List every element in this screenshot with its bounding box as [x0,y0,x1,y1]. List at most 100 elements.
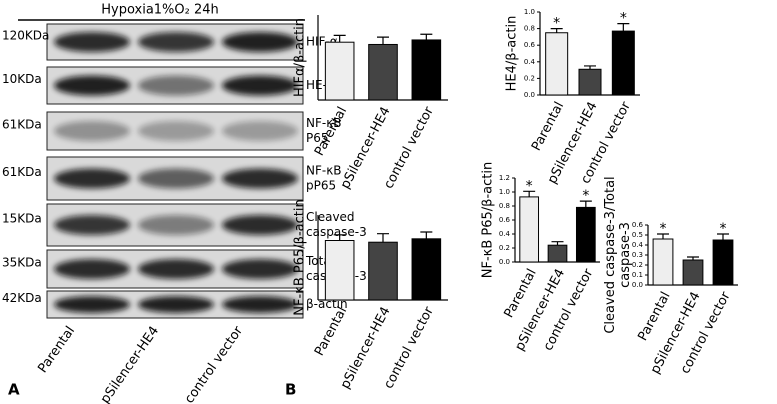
molecular-weight: 10KDa [2,72,42,86]
bar [368,43,398,101]
error-bar [420,231,433,239]
lane-label: control vector [182,323,247,404]
significance-marker: * [526,178,533,194]
protein-label: caspase-3 [306,225,367,239]
y-tick-label: 0.3 [632,251,643,259]
bar [411,39,442,101]
bar [611,30,635,96]
error-bar [377,233,389,243]
bar [324,240,355,301]
bar [682,259,704,286]
blot-band [54,75,130,96]
bar [545,32,569,96]
blot-band [54,215,130,235]
lane-label: Parental [35,324,78,376]
error-bar [657,233,669,239]
y-tick-label: 1.2 [499,174,510,182]
significance-marker: * [660,221,667,237]
y-axis-label: NF-κB P65/β-actin [293,199,308,315]
protein-label: NF-κB [306,164,342,178]
panel-label: B [285,381,296,399]
bar [411,238,442,301]
error-bar [333,34,346,43]
y-tick-label: 1.0 [499,188,510,196]
blot-band [222,296,298,313]
blot-band [222,168,298,189]
y-axis-label: HE4/β-actin [505,16,520,92]
y-tick-label: 0.5 [632,231,643,239]
y-tick-label: 0.6 [632,221,644,229]
error-bar [687,256,699,260]
y-tick-label: 0.1 [632,271,643,279]
blot-band [54,121,130,141]
error-bar [333,234,346,241]
molecular-weight: 15KDa [2,212,42,226]
bar [575,206,596,263]
blot-band [54,259,130,279]
y-tick-label: 0.2 [499,244,510,252]
error-bar [377,36,389,45]
lane-label: pSilencer-HE4 [98,324,162,404]
molecular-weight: 42KDa [2,291,42,305]
error-bar [420,33,433,40]
protein-label: P65 [306,131,329,145]
error-bar [551,241,564,246]
blot-band [138,259,214,279]
y-axis-label: caspase-3 [618,222,633,288]
blot-band [222,259,298,279]
molecular-weight: 61KDa [2,118,42,132]
blot-band [54,168,130,189]
significance-marker: * [582,188,589,204]
molecular-weight: 120KDa [2,29,49,43]
blot-band [54,32,130,52]
y-tick-label: 0.0 [524,91,535,99]
y-tick-label: 0.6 [524,41,536,49]
error-bar [717,233,729,240]
error-bar [523,190,536,197]
blot-band [138,215,214,235]
blot-band [138,296,214,313]
protein-label: Cleaved [306,210,355,224]
significance-marker: * [553,16,560,32]
y-tick-label: 1.0 [524,8,535,16]
bar [547,244,568,263]
blot-title: Hypoxia1%O₂ 24h [101,3,219,18]
bar [578,68,602,96]
error-bar [584,65,596,70]
y-tick-label: 0.8 [524,25,535,33]
y-tick-label: 0.8 [499,202,510,210]
protein-label: pP65 [306,179,336,193]
bar [324,41,355,101]
y-tick-label: 0.2 [524,74,535,82]
blot-band [222,121,298,141]
y-tick-label: 0.4 [632,241,644,249]
y-tick-label: 0.4 [524,58,536,66]
y-tick-label: 0.0 [632,281,643,289]
y-tick-label: 0.2 [632,261,643,269]
panel-label: A [8,381,20,399]
error-bar [550,28,563,33]
protein-label: NF-κB [306,116,342,130]
bar [712,239,734,286]
blot-band [222,75,298,96]
y-tick-label: 0.4 [499,230,511,238]
bar [652,238,674,286]
y-tick-label: 0.0 [499,258,510,266]
significance-marker: * [620,11,627,27]
molecular-weight: 61KDa [2,165,42,179]
blot-band [138,121,214,141]
blot-band [138,75,214,96]
y-axis-label: Cleaved caspase-3/Total [603,176,618,333]
significance-marker: * [720,221,727,237]
blot-band [138,32,214,52]
blot-band [138,168,214,189]
y-axis-label: NF-κB P65/β-actin [481,162,496,278]
bar [519,196,540,263]
x-tick-label: Parental [529,99,567,153]
bar [368,241,398,301]
blot-band [54,296,130,313]
error-bar [579,200,592,208]
error-bar [617,23,630,32]
